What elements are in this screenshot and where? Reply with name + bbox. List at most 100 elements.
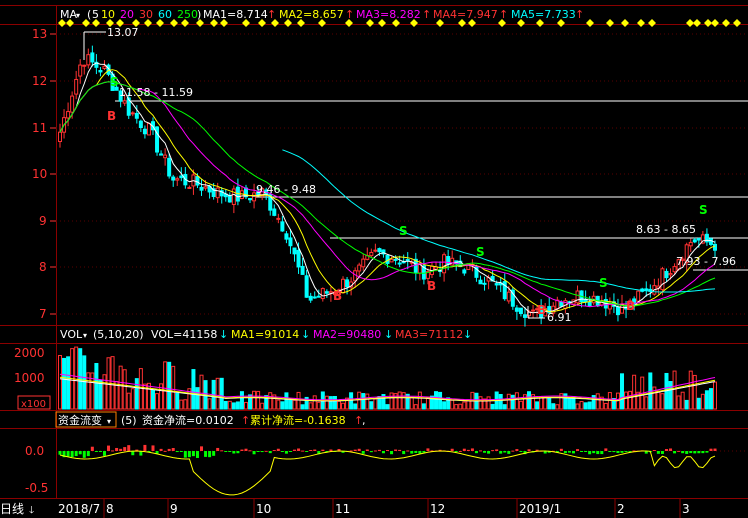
candle-body: [688, 241, 693, 247]
event-diamond: [210, 19, 218, 27]
flow-bar: [147, 451, 151, 453]
vol-value: VOL=41158: [151, 328, 217, 341]
ma4-value: MA4=7.947: [433, 8, 498, 21]
volume-bar: [288, 399, 293, 410]
flow-bar: [673, 451, 677, 454]
ma-line: [59, 81, 716, 307]
volume-bar: [231, 402, 236, 410]
volume-bar: [268, 392, 273, 410]
volume-axis: 2000 1000 x100: [14, 346, 51, 410]
flow-bar: [159, 448, 163, 451]
ma-params-open: (: [87, 8, 91, 21]
flow-params: (5): [121, 414, 137, 427]
flow-bar: [543, 451, 547, 454]
flow-bar: [236, 451, 240, 454]
flow-bar: [616, 451, 620, 454]
flow-bar: [357, 448, 361, 451]
volume-bar: [680, 391, 685, 410]
flow-bar: [705, 451, 709, 453]
flow-bar: [576, 449, 580, 451]
flow-bar: [369, 451, 373, 453]
volume-bar: [146, 382, 151, 410]
price-tick: 7: [39, 307, 47, 321]
flow-bar: [260, 451, 264, 453]
volume-bar: [393, 393, 398, 410]
candle-body: [179, 175, 184, 179]
event-diamond: [648, 19, 656, 27]
flow-bar: [240, 449, 244, 451]
event-diamond: [242, 19, 250, 27]
event-diamond: [284, 19, 292, 27]
volume-bar: [668, 381, 673, 410]
flow-bar: [74, 451, 78, 457]
flow-indicator-box[interactable]: [55, 411, 117, 428]
candle-body: [272, 208, 277, 216]
ma-line: [282, 149, 716, 293]
flow-indicator-name[interactable]: 资金流变: [58, 413, 102, 427]
candle-body: [450, 257, 455, 266]
flow-bar: [111, 450, 115, 452]
event-diamond: [733, 19, 741, 27]
candle-body: [215, 187, 220, 199]
volume-bar: [328, 396, 333, 410]
flow-bar: [119, 448, 123, 451]
candle-body: [478, 279, 483, 285]
flow-bar: [466, 449, 470, 451]
candle-body: [66, 111, 71, 119]
event-diamond: [58, 19, 66, 27]
event-diamond: [181, 19, 189, 27]
flow-bar: [624, 451, 628, 452]
volume-bar: [692, 374, 697, 410]
vol-indicator-name[interactable]: VOL: [60, 328, 83, 341]
flow-bar: [677, 450, 681, 452]
volume-bar: [66, 356, 71, 410]
ma-param-3: 20: [120, 8, 134, 21]
candle-body: [345, 279, 350, 288]
ma4-arrow: ↑: [499, 8, 508, 21]
candle-body: [397, 262, 402, 265]
flow-bar: [454, 451, 458, 452]
candle-body: [381, 249, 386, 255]
volume-bar: [312, 395, 317, 410]
volume-bar: [527, 391, 532, 410]
flow-bar: [204, 451, 208, 457]
candle-body: [175, 178, 180, 181]
flow-bar: [418, 451, 422, 454]
flow-bar: [183, 451, 187, 458]
volume-bar: [239, 391, 244, 410]
volume-bar: [163, 361, 168, 410]
buy-signal: B: [107, 109, 116, 123]
volume-bar: [361, 393, 366, 410]
event-diamond: [92, 19, 100, 27]
ma-indicator-name[interactable]: MA: [60, 8, 77, 21]
price-tick: 12: [32, 74, 47, 88]
volume-bar: [142, 383, 147, 410]
ma2-value: MA2=8.657: [279, 8, 344, 21]
dropdown-arrow-icon[interactable]: ▾: [76, 11, 80, 20]
sell-signal: S: [476, 245, 485, 259]
period-dropdown-icon[interactable]: 🡓: [29, 505, 34, 516]
flow-bar: [135, 449, 139, 451]
volume-bar: [252, 390, 257, 410]
event-diamond: [693, 19, 701, 27]
candle-body: [393, 258, 398, 261]
period-selector[interactable]: 日线: [0, 502, 24, 516]
candle-body: [167, 157, 172, 177]
event-diamond: [170, 19, 178, 27]
flow-bar: [632, 450, 636, 452]
dropdown-arrow-icon[interactable]: ▾: [107, 417, 111, 426]
flow-bar: [200, 446, 204, 451]
ma-param-2: 10: [101, 8, 115, 21]
flow-bar: [462, 448, 466, 451]
flow-bar: [98, 451, 102, 452]
dropdown-arrow-icon[interactable]: ▾: [83, 331, 87, 340]
price-grid: [56, 33, 748, 315]
candle-body: [248, 198, 253, 201]
candle-body: [324, 291, 329, 294]
date-separators: [103, 498, 681, 518]
flow-bar: [491, 450, 495, 452]
volume-bar: [369, 401, 374, 410]
flow-bar: [592, 451, 596, 454]
volume-bar: [559, 393, 564, 410]
